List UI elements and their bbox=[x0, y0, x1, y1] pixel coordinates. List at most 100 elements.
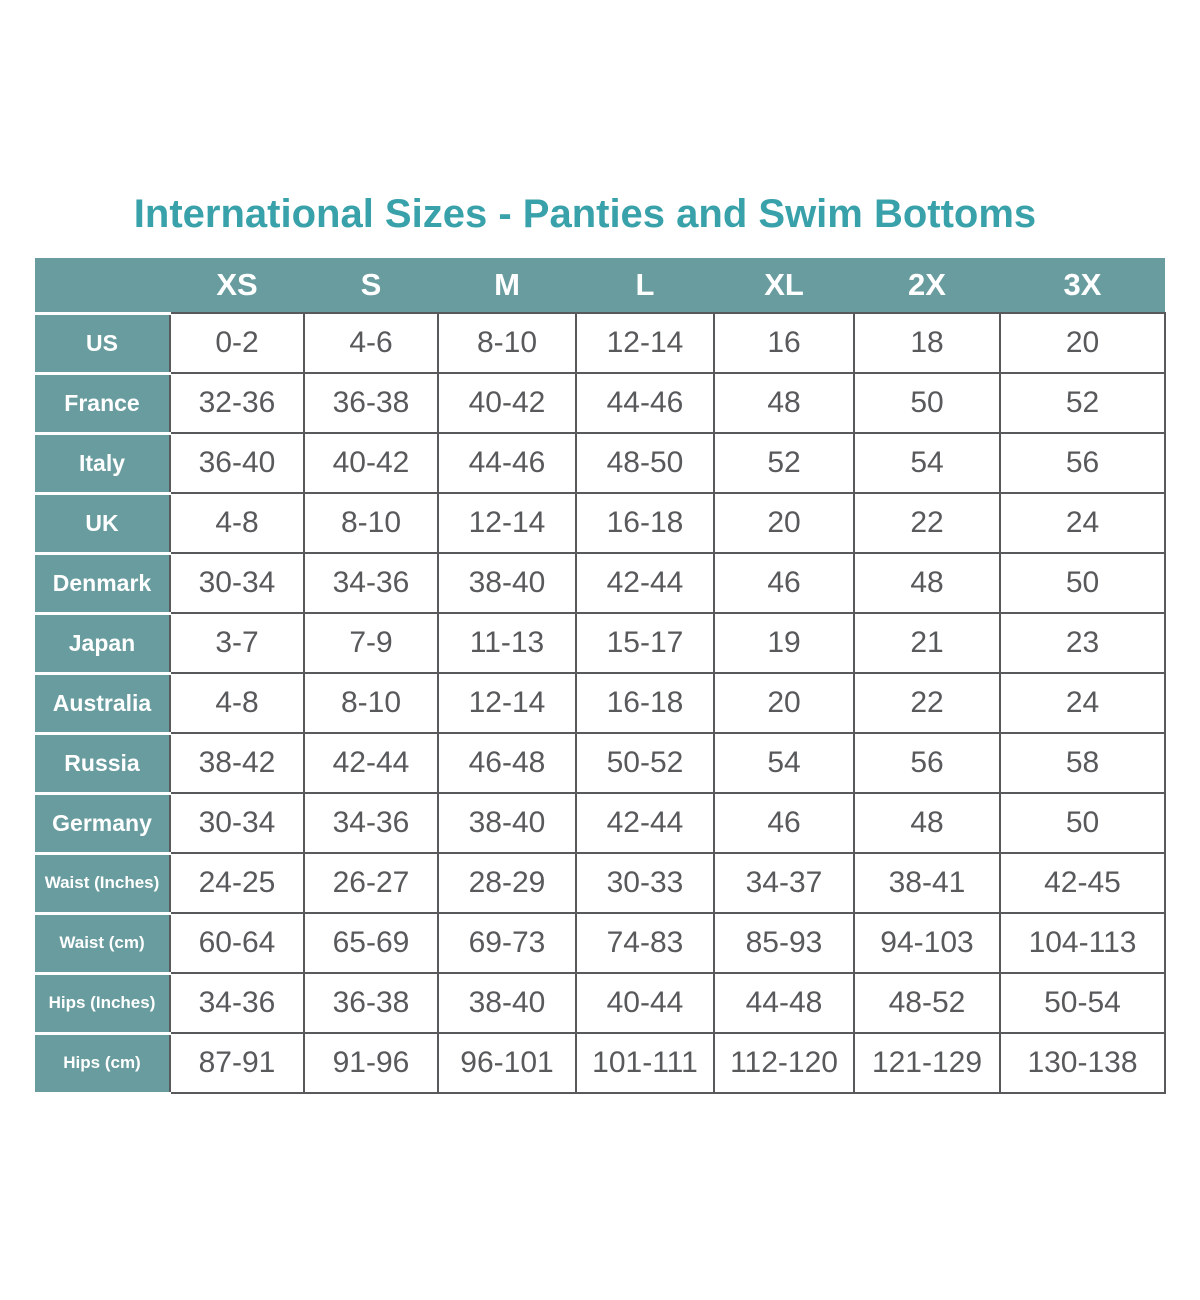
size-chart-table: XS S M L XL 2X 3X US 0-2 4-6 8-10 12-14 16 18 20 Franc… bbox=[35, 258, 1166, 1095]
size-cell: 48 bbox=[713, 372, 855, 434]
size-cell: 46-48 bbox=[437, 732, 577, 794]
size-cell: 18 bbox=[853, 312, 1001, 374]
size-cell: 16-18 bbox=[575, 492, 715, 554]
size-cell: 36-40 bbox=[169, 432, 305, 494]
row-label-waist-cm: Waist (cm) bbox=[35, 911, 171, 975]
table-row-australia: Australia 4-8 8-10 12-14 16-18 20 22 24 bbox=[35, 671, 1166, 735]
size-cell: 121-129 bbox=[853, 1032, 1001, 1094]
size-cell: 50 bbox=[999, 792, 1166, 854]
size-cell: 11-13 bbox=[437, 612, 577, 674]
row-label-france: France bbox=[35, 371, 171, 435]
table-row-waist-inches: Waist (Inches) 24-25 26-27 28-29 30-33 34-37 3… bbox=[35, 851, 1166, 915]
size-cell: 112-120 bbox=[713, 1032, 855, 1094]
size-cell: 48 bbox=[853, 792, 1001, 854]
table-row-japan: Japan 3-7 7-9 11-13 15-17 19 21 23 bbox=[35, 611, 1166, 675]
size-cell: 34-37 bbox=[713, 852, 855, 914]
size-cell: 38-40 bbox=[437, 972, 577, 1034]
size-cell: 38-42 bbox=[169, 732, 305, 794]
column-header-2x: 2X bbox=[854, 258, 1000, 314]
size-cell: 50-52 bbox=[575, 732, 715, 794]
size-cell: 16-18 bbox=[575, 672, 715, 734]
size-cell: 0-2 bbox=[169, 312, 305, 374]
size-cell: 101-111 bbox=[575, 1032, 715, 1094]
size-cell: 104-113 bbox=[999, 912, 1166, 974]
size-cell: 34-36 bbox=[303, 792, 439, 854]
size-cell: 3-7 bbox=[169, 612, 305, 674]
size-cell: 8-10 bbox=[303, 492, 439, 554]
size-cell: 4-6 bbox=[303, 312, 439, 374]
size-cell: 85-93 bbox=[713, 912, 855, 974]
table-row-hips-inches: Hips (Inches) 34-36 36-38 38-40 40-44 44-48 48… bbox=[35, 971, 1166, 1035]
size-cell: 91-96 bbox=[303, 1032, 439, 1094]
column-header-3x: 3X bbox=[1000, 258, 1165, 314]
size-cell: 7-9 bbox=[303, 612, 439, 674]
size-cell: 48 bbox=[853, 552, 1001, 614]
table-row-us: US 0-2 4-6 8-10 12-14 16 18 20 bbox=[35, 311, 1166, 375]
size-cell: 65-69 bbox=[303, 912, 439, 974]
table-row-waist-cm: Waist (cm) 60-64 65-69 69-73 74-83 85-93 94-10… bbox=[35, 911, 1166, 975]
size-cell: 8-10 bbox=[303, 672, 439, 734]
size-cell: 38-40 bbox=[437, 792, 577, 854]
row-label-waist-inches: Waist (Inches) bbox=[35, 851, 171, 915]
table-header: XS S M L XL 2X 3X bbox=[35, 258, 1165, 314]
size-cell: 30-33 bbox=[575, 852, 715, 914]
size-cell: 12-14 bbox=[575, 312, 715, 374]
size-cell: 54 bbox=[853, 432, 1001, 494]
size-cell: 34-36 bbox=[303, 552, 439, 614]
column-header-xs: XS bbox=[170, 258, 304, 314]
size-cell: 42-44 bbox=[575, 552, 715, 614]
size-cell: 52 bbox=[713, 432, 855, 494]
size-cell: 42-44 bbox=[575, 792, 715, 854]
size-cell: 44-48 bbox=[713, 972, 855, 1034]
size-cell: 8-10 bbox=[437, 312, 577, 374]
size-cell: 4-8 bbox=[169, 492, 305, 554]
row-label-italy: Italy bbox=[35, 431, 171, 495]
size-cell: 24 bbox=[999, 672, 1166, 734]
column-header-l: L bbox=[576, 258, 714, 314]
column-header-xl: XL bbox=[714, 258, 854, 314]
header-row: XS S M L XL 2X 3X bbox=[35, 258, 1165, 314]
size-cell: 20 bbox=[999, 312, 1166, 374]
row-label-hips-cm: Hips (cm) bbox=[35, 1031, 171, 1095]
table-row-germany: Germany 30-34 34-36 38-40 42-44 46 48 50 bbox=[35, 791, 1166, 855]
size-cell: 58 bbox=[999, 732, 1166, 794]
table-row-russia: Russia 38-42 42-44 46-48 50-52 54 56 58 bbox=[35, 731, 1166, 795]
row-label-hips-inches: Hips (Inches) bbox=[35, 971, 171, 1035]
table-body: US 0-2 4-6 8-10 12-14 16 18 20 France 32-36 36-38 4… bbox=[35, 311, 1166, 1095]
row-label-denmark: Denmark bbox=[35, 551, 171, 615]
row-label-australia: Australia bbox=[35, 671, 171, 735]
row-label-russia: Russia bbox=[35, 731, 171, 795]
size-cell: 40-42 bbox=[303, 432, 439, 494]
size-cell: 16 bbox=[713, 312, 855, 374]
size-cell: 12-14 bbox=[437, 492, 577, 554]
row-label-germany: Germany bbox=[35, 791, 171, 855]
size-cell: 19 bbox=[713, 612, 855, 674]
size-cell: 94-103 bbox=[853, 912, 1001, 974]
size-cell: 12-14 bbox=[437, 672, 577, 734]
row-label-uk: UK bbox=[35, 491, 171, 555]
size-cell: 130-138 bbox=[999, 1032, 1166, 1094]
size-cell: 22 bbox=[853, 492, 1001, 554]
size-cell: 56 bbox=[999, 432, 1166, 494]
table-row-france: France 32-36 36-38 40-42 44-46 48 50 52 bbox=[35, 371, 1166, 435]
size-cell: 21 bbox=[853, 612, 1001, 674]
size-cell: 23 bbox=[999, 612, 1166, 674]
size-cell: 20 bbox=[713, 672, 855, 734]
size-cell: 24 bbox=[999, 492, 1166, 554]
table-row-hips-cm: Hips (cm) 87-91 91-96 96-101 101-111 112-120 1… bbox=[35, 1031, 1166, 1095]
size-cell: 22 bbox=[853, 672, 1001, 734]
size-cell: 50 bbox=[853, 372, 1001, 434]
size-cell: 87-91 bbox=[169, 1032, 305, 1094]
size-cell: 96-101 bbox=[437, 1032, 577, 1094]
size-cell: 36-38 bbox=[303, 372, 439, 434]
table-row-uk: UK 4-8 8-10 12-14 16-18 20 22 24 bbox=[35, 491, 1166, 555]
size-cell: 24-25 bbox=[169, 852, 305, 914]
size-cell: 60-64 bbox=[169, 912, 305, 974]
size-cell: 44-46 bbox=[575, 372, 715, 434]
size-cell: 4-8 bbox=[169, 672, 305, 734]
size-cell: 38-40 bbox=[437, 552, 577, 614]
size-cell: 69-73 bbox=[437, 912, 577, 974]
size-cell: 48-50 bbox=[575, 432, 715, 494]
size-cell: 54 bbox=[713, 732, 855, 794]
